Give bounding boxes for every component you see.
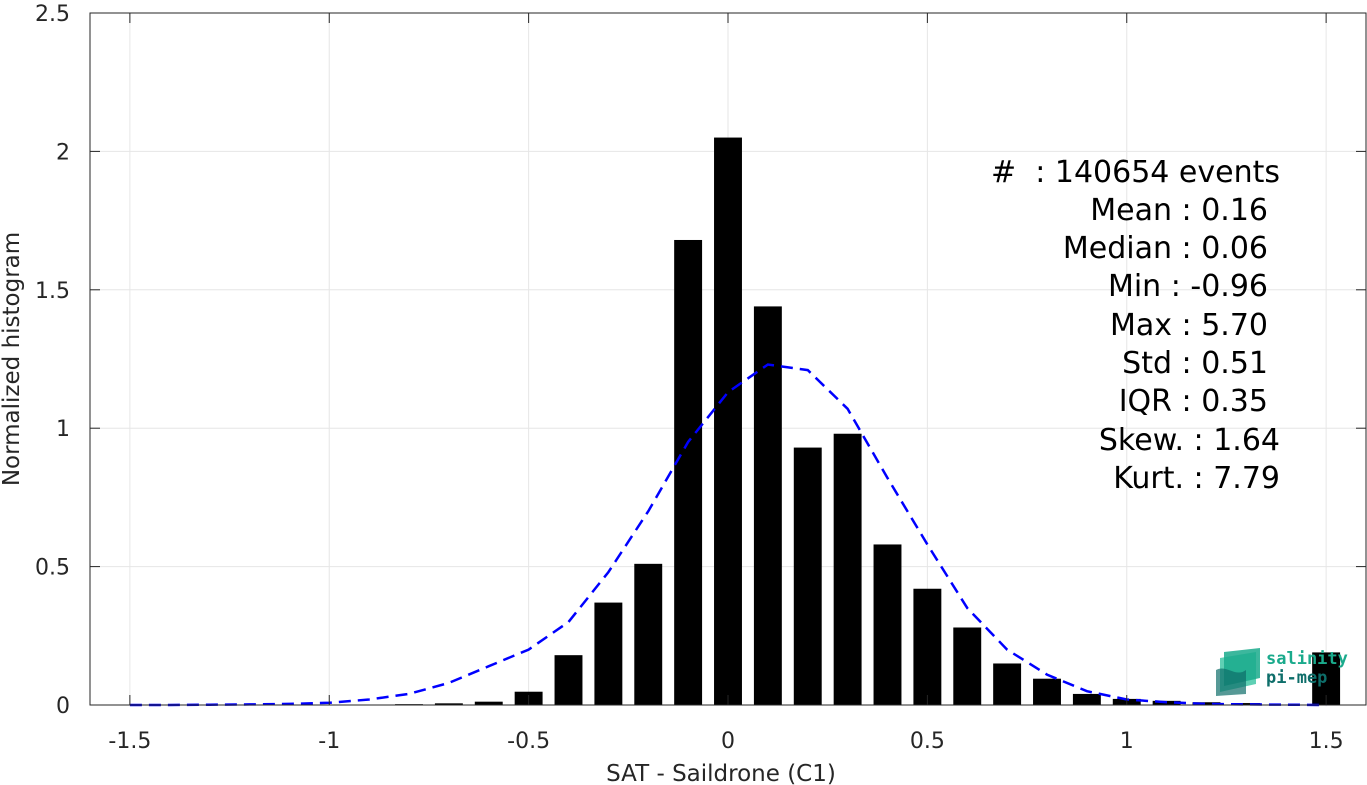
histogram-bar (714, 137, 742, 705)
histogram-bar (674, 239, 703, 705)
histogram-bar (1072, 693, 1101, 705)
logo-line-1: salinity (1266, 649, 1348, 669)
histogram-bar (554, 655, 583, 705)
x-tick-label: 1.5 (1309, 729, 1344, 754)
x-axis-label: SAT - Saildrone (C1) (606, 761, 836, 785)
x-tick-label: 0 (721, 729, 735, 754)
histogram-bar (594, 602, 623, 705)
stat-mean: Mean : 0.16 (1090, 193, 1268, 228)
histogram-bar (993, 663, 1022, 705)
stat-events: # : 140654 events (991, 155, 1280, 190)
x-tick-label: -1 (318, 729, 340, 754)
stat-max: Max : 5.70 (1110, 308, 1268, 343)
stat-iqr: IQR : 0.35 (1118, 384, 1268, 419)
histogram-bar (434, 703, 463, 705)
y-axis-ticks: 0 0.5 1 1.5 2 2.5 (35, 2, 1366, 719)
x-tick-label: -0.5 (507, 729, 550, 754)
histogram-bar (1192, 702, 1221, 705)
stat-skew: Skew. : 1.64 (1098, 423, 1280, 458)
y-tick-label: 0.5 (35, 556, 70, 581)
histogram-bar (913, 588, 942, 705)
stat-kurt: Kurt. : 7.79 (1113, 461, 1280, 496)
salinity-pimep-logo: salinity pi-mep (1216, 646, 1348, 696)
y-tick-label: 1 (56, 417, 70, 442)
histogram-bars (395, 137, 1341, 705)
histogram-bar (833, 433, 862, 705)
x-tick-label: -1.5 (108, 729, 151, 754)
x-tick-label: 1 (1120, 729, 1134, 754)
histogram-bar (634, 563, 663, 705)
histogram-bar (753, 306, 782, 705)
stat-std: Std : 0.51 (1122, 346, 1268, 381)
y-tick-label: 0 (56, 694, 70, 719)
y-tick-label: 1.5 (35, 279, 70, 304)
x-axis-ticks: -1.5 -1 -0.5 0 0.5 1 1.5 (108, 13, 1344, 754)
histogram-bar (1033, 678, 1061, 705)
y-tick-label: 2.5 (35, 2, 70, 27)
histogram-bar (474, 701, 503, 705)
y-tick-label: 2 (56, 140, 70, 165)
logo-line-2: pi-mep (1266, 668, 1328, 688)
histogram-bar (873, 544, 902, 705)
y-axis-label: Normalized histogram (0, 232, 25, 486)
histogram-bar (1232, 703, 1261, 705)
stat-min: Min : -0.96 (1107, 269, 1268, 304)
histogram-bar (953, 627, 982, 705)
wave-logo-icon (1216, 648, 1260, 696)
x-tick-label: 0.5 (910, 729, 945, 754)
stat-median: Median : 0.06 (1062, 231, 1268, 266)
histogram-bar (793, 447, 822, 705)
